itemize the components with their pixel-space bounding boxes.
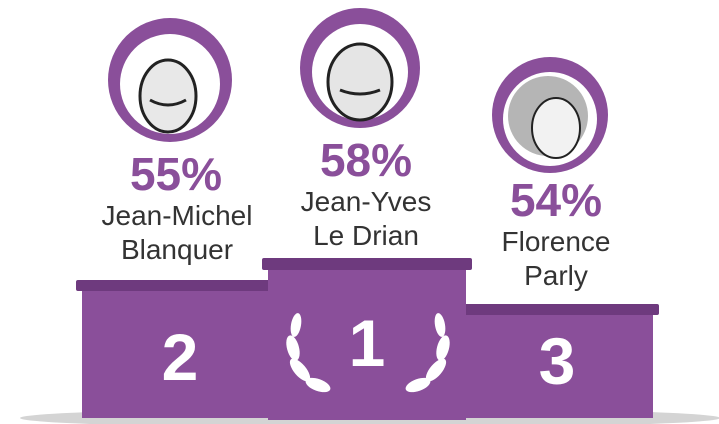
name-line: Blanquer [121, 234, 233, 265]
block-top [262, 258, 472, 270]
percent: 58% [320, 134, 412, 186]
portrait-first [300, 8, 420, 128]
podium-infographic: 55% Jean-Michel Blanquer 2 58% Jean-Yves… [0, 0, 719, 424]
name-line: Parly [524, 260, 588, 291]
block-top [76, 280, 276, 291]
name-line: Le Drian [313, 220, 419, 251]
name-line: Jean-Michel [102, 200, 253, 231]
percent: 55% [130, 148, 222, 200]
percent: 54% [510, 174, 602, 226]
rank: 2 [162, 320, 199, 394]
portrait-third [492, 57, 608, 173]
rank: 3 [539, 324, 576, 398]
block-top [461, 304, 659, 315]
name-line: Florence [502, 226, 611, 257]
name-line: Jean-Yves [301, 186, 432, 217]
rank: 1 [349, 306, 386, 380]
portrait-second [108, 18, 232, 142]
